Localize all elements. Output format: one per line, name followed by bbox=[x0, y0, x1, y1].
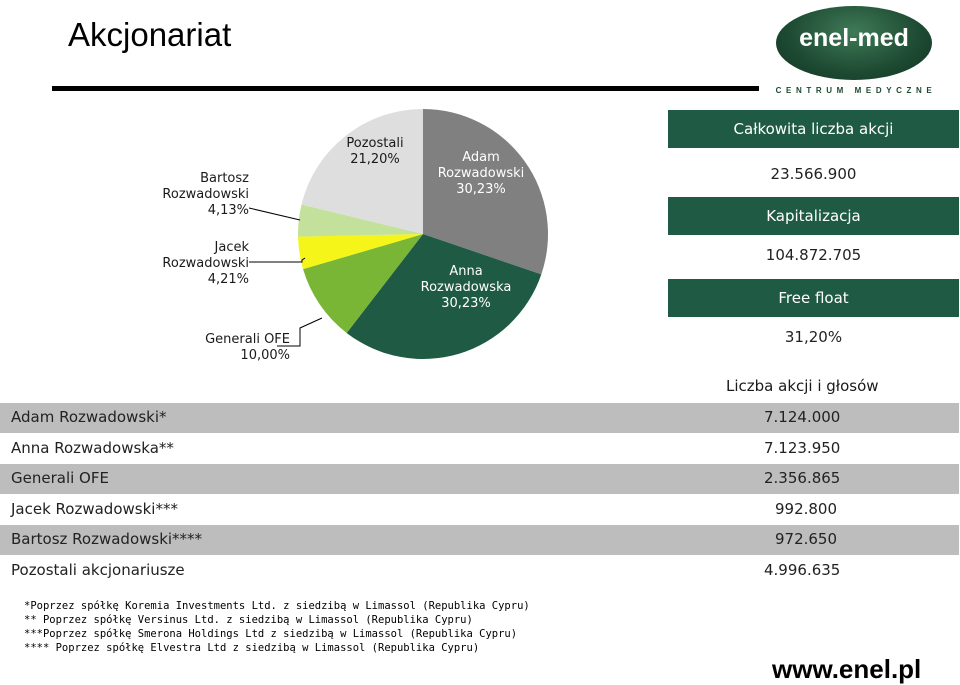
slice-name-label: Rozwadowski bbox=[162, 187, 249, 202]
row-name: Adam Rozwadowski* bbox=[11, 408, 167, 426]
row-value: 4.996.635 bbox=[764, 561, 841, 579]
title-underline bbox=[52, 86, 759, 91]
footnotes: *Poprzez spółkę Koremia Investments Ltd.… bbox=[24, 599, 530, 655]
table-header: Liczba akcji i głosów bbox=[726, 377, 879, 395]
pie-slice-jacek-rozwadowski bbox=[298, 234, 423, 270]
table-row: Anna Rozwadowska** 7.123.950 bbox=[0, 434, 959, 464]
slice-percent-label: 21,20% bbox=[350, 152, 400, 167]
pie-slice-generali-ofe bbox=[303, 234, 423, 333]
slice-name-label: Rozwadowska bbox=[421, 280, 512, 295]
slice-name-label: Rozwadowski bbox=[438, 166, 525, 181]
capitalization-header: Kapitalizacja bbox=[668, 197, 959, 235]
footnote: *Poprzez spółkę Koremia Investments Ltd.… bbox=[24, 600, 530, 612]
pie-slice-bartosz-rozwadowski bbox=[298, 204, 423, 237]
table-row: Adam Rozwadowski* 7.124.000 bbox=[0, 403, 959, 433]
shareholder-pie-chart: AdamRozwadowski30,23%AnnaRozwadowska30,2… bbox=[162, 109, 548, 363]
footnote: ***Poprzez spółkę Smerona Holdings Ltd z… bbox=[24, 628, 518, 640]
row-value: 7.123.950 bbox=[764, 439, 841, 457]
enel-med-logo: enel-med CENTRUM MEDYCZNE bbox=[770, 6, 940, 96]
pie-slice-anna-rozwadowska bbox=[346, 234, 542, 359]
slice-name-label: Jacek bbox=[214, 240, 250, 255]
pie-slice-pozostali bbox=[301, 109, 423, 234]
slice-percent-label: 4,21% bbox=[208, 272, 249, 287]
slice-name-label: Anna bbox=[449, 264, 482, 279]
total-shares-header: Całkowita liczba akcji bbox=[668, 110, 959, 148]
slice-name-label: Bartosz bbox=[200, 171, 249, 186]
table-row: Jacek Rozwadowski*** 992.800 bbox=[0, 495, 959, 525]
row-value: 7.124.000 bbox=[764, 408, 841, 426]
slice-percent-label: 30,23% bbox=[441, 296, 491, 311]
row-value: 992.800 bbox=[774, 500, 838, 518]
pie-slice-adam-rozwadowski bbox=[423, 109, 548, 275]
slice-name-label: Pozostali bbox=[346, 136, 403, 151]
row-value: 2.356.865 bbox=[764, 469, 841, 487]
footnote: **** Poprzez spółkę Elvestra Ltd z siedz… bbox=[24, 642, 480, 654]
leader-line bbox=[249, 257, 306, 263]
capitalization-value: 104.872.705 bbox=[765, 246, 862, 264]
slice-name-label: Adam bbox=[462, 150, 500, 165]
row-value: 972.650 bbox=[774, 530, 838, 548]
free-float-value: 31,20% bbox=[784, 328, 843, 346]
logo-subtitle: CENTRUM MEDYCZNE bbox=[775, 86, 937, 95]
row-name: Generali OFE bbox=[11, 469, 109, 487]
website-url[interactable]: www.enel.pl bbox=[772, 654, 922, 684]
row-name: Jacek Rozwadowski*** bbox=[11, 500, 178, 518]
table-row: Generali OFE 2.356.865 bbox=[0, 464, 959, 494]
footnote: ** Poprzez spółkę Versinus Ltd. z siedzi… bbox=[24, 614, 473, 626]
row-name: Bartosz Rozwadowski**** bbox=[11, 530, 203, 548]
free-float-header: Free float bbox=[668, 279, 959, 317]
page-title: Akcjonariat bbox=[68, 16, 232, 53]
table-row: Bartosz Rozwadowski**** 972.650 bbox=[0, 525, 959, 555]
table-row: Pozostali akcjonariusze 4.996.635 bbox=[0, 556, 959, 586]
row-name: Anna Rozwadowska** bbox=[11, 439, 174, 457]
row-name: Pozostali akcjonariusze bbox=[11, 561, 185, 579]
slice-percent-label: 4,13% bbox=[208, 203, 249, 218]
total-shares-value: 23.566.900 bbox=[770, 165, 857, 183]
slice-name-label: Generali OFE bbox=[205, 332, 290, 347]
logo-text: enel-med bbox=[799, 24, 909, 52]
leader-line bbox=[277, 317, 323, 347]
logo-oval bbox=[776, 6, 932, 80]
leader-line bbox=[248, 207, 301, 221]
slice-percent-label: 30,23% bbox=[456, 182, 506, 197]
slice-name-label: Rozwadowski bbox=[162, 256, 249, 271]
slice-percent-label: 10,00% bbox=[240, 348, 290, 363]
